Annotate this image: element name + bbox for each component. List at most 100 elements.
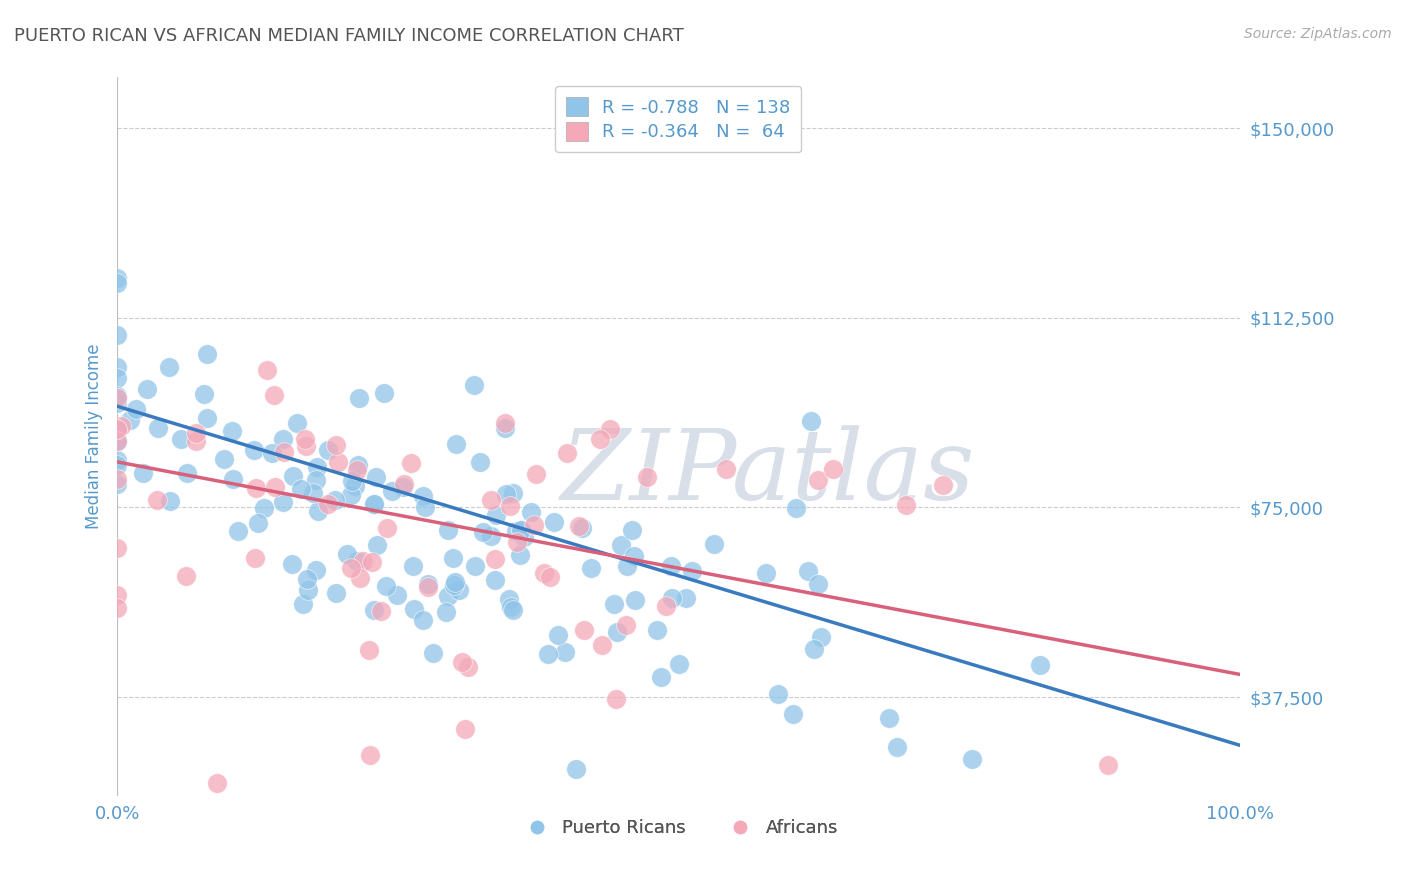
Point bbox=[501, 600, 523, 615]
Point bbox=[226, 524, 249, 539]
Point bbox=[281, 469, 304, 483]
Point bbox=[302, 486, 325, 500]
Point bbox=[463, 377, 485, 392]
Point bbox=[105, 360, 128, 375]
Point bbox=[242, 442, 264, 457]
Point bbox=[176, 466, 198, 480]
Legend: Puerto Ricans, Africans: Puerto Ricans, Africans bbox=[512, 812, 845, 844]
Point bbox=[782, 707, 804, 722]
Point bbox=[363, 497, 385, 511]
Point bbox=[479, 529, 502, 543]
Point bbox=[574, 623, 596, 637]
Point bbox=[170, 432, 193, 446]
Point bbox=[105, 391, 128, 405]
Point bbox=[344, 479, 367, 493]
Point bbox=[962, 752, 984, 766]
Point bbox=[105, 601, 128, 615]
Point bbox=[105, 458, 128, 472]
Point bbox=[468, 454, 491, 468]
Point bbox=[262, 446, 284, 460]
Point bbox=[346, 463, 368, 477]
Point bbox=[373, 385, 395, 400]
Point bbox=[349, 392, 371, 406]
Point bbox=[381, 483, 404, 498]
Point bbox=[294, 439, 316, 453]
Point bbox=[253, 500, 276, 515]
Point bbox=[668, 657, 690, 672]
Point bbox=[105, 328, 128, 343]
Point bbox=[392, 480, 415, 494]
Point bbox=[623, 592, 645, 607]
Point bbox=[472, 525, 495, 540]
Point bbox=[453, 723, 475, 737]
Point bbox=[105, 425, 128, 439]
Point bbox=[359, 748, 381, 763]
Point bbox=[464, 558, 486, 573]
Point bbox=[443, 578, 465, 592]
Point bbox=[589, 432, 612, 446]
Point bbox=[451, 655, 474, 669]
Point bbox=[565, 762, 588, 776]
Point bbox=[346, 554, 368, 568]
Point bbox=[616, 617, 638, 632]
Point bbox=[616, 559, 638, 574]
Point bbox=[650, 670, 672, 684]
Point bbox=[295, 572, 318, 586]
Point bbox=[148, 421, 170, 435]
Point bbox=[605, 692, 627, 706]
Point bbox=[416, 577, 439, 591]
Point bbox=[157, 359, 180, 374]
Point bbox=[256, 363, 278, 377]
Point bbox=[543, 515, 565, 529]
Text: PUERTO RICAN VS AFRICAN MEDIAN FAMILY INCOME CORRELATION CHART: PUERTO RICAN VS AFRICAN MEDIAN FAMILY IN… bbox=[14, 27, 683, 45]
Point bbox=[307, 504, 329, 518]
Point bbox=[537, 647, 560, 661]
Point bbox=[807, 473, 830, 487]
Point bbox=[499, 499, 522, 513]
Point bbox=[304, 563, 326, 577]
Point bbox=[105, 389, 128, 403]
Point bbox=[361, 555, 384, 569]
Point bbox=[305, 459, 328, 474]
Point bbox=[554, 645, 576, 659]
Point bbox=[524, 467, 547, 481]
Point bbox=[412, 613, 434, 627]
Point bbox=[273, 445, 295, 459]
Point bbox=[105, 276, 128, 290]
Point bbox=[105, 371, 128, 385]
Point bbox=[105, 423, 128, 437]
Point bbox=[755, 566, 778, 580]
Point bbox=[509, 548, 531, 562]
Point bbox=[547, 628, 569, 642]
Point bbox=[675, 591, 697, 606]
Point bbox=[513, 530, 536, 544]
Point bbox=[349, 571, 371, 585]
Point bbox=[538, 570, 561, 584]
Point bbox=[485, 508, 508, 522]
Point bbox=[434, 605, 457, 619]
Point bbox=[886, 739, 908, 754]
Point bbox=[399, 456, 422, 470]
Point bbox=[105, 541, 128, 556]
Point bbox=[447, 582, 470, 597]
Point bbox=[533, 566, 555, 580]
Point bbox=[444, 575, 467, 590]
Point bbox=[413, 500, 436, 514]
Point bbox=[294, 432, 316, 446]
Point bbox=[212, 451, 235, 466]
Point bbox=[571, 521, 593, 535]
Point bbox=[245, 481, 267, 495]
Point bbox=[623, 549, 645, 564]
Point bbox=[494, 416, 516, 430]
Point bbox=[346, 458, 368, 472]
Point bbox=[1097, 757, 1119, 772]
Point bbox=[392, 477, 415, 491]
Point bbox=[661, 591, 683, 605]
Point bbox=[105, 391, 128, 405]
Point bbox=[823, 461, 845, 475]
Text: ZIPatlas: ZIPatlas bbox=[561, 425, 976, 520]
Point bbox=[195, 346, 218, 360]
Point bbox=[243, 551, 266, 566]
Text: Source: ZipAtlas.com: Source: ZipAtlas.com bbox=[1244, 27, 1392, 41]
Point bbox=[370, 604, 392, 618]
